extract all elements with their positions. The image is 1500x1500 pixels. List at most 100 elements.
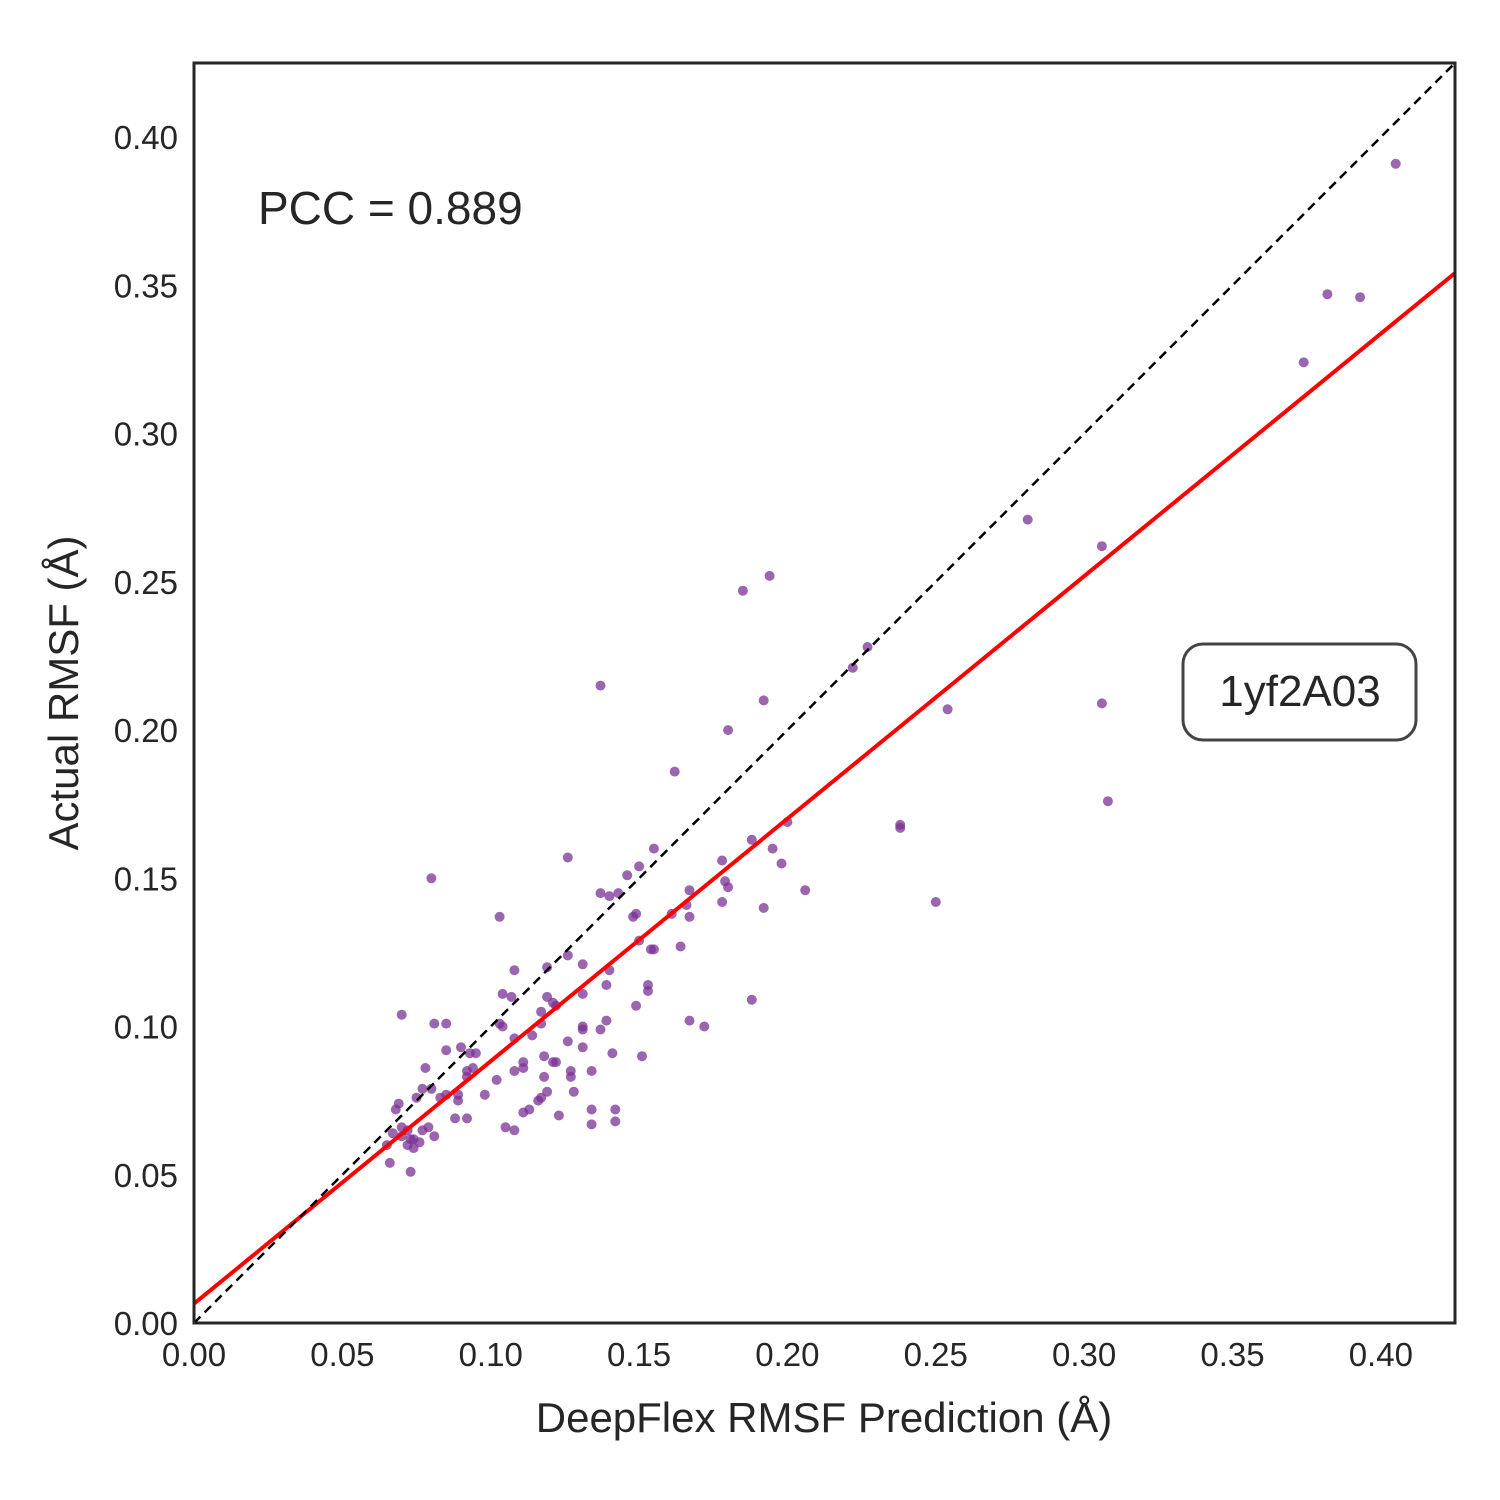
x-tick-label: 0.25 — [904, 1336, 968, 1373]
data-point — [746, 994, 757, 1005]
data-point — [450, 1113, 461, 1124]
data-point — [1390, 158, 1401, 169]
data-point — [684, 1015, 695, 1026]
data-point — [441, 1018, 452, 1029]
data-point — [411, 1092, 422, 1103]
data-point — [601, 1015, 612, 1026]
data-point — [1322, 289, 1333, 300]
data-point — [586, 1104, 597, 1115]
data-point — [542, 991, 553, 1002]
x-tick-label: 0.20 — [755, 1336, 819, 1373]
plot-area — [192, 62, 1457, 1324]
data-point — [464, 1048, 475, 1059]
data-point — [396, 1009, 407, 1020]
data-point — [577, 959, 588, 970]
data-point — [595, 680, 606, 691]
regression-line — [192, 271, 1457, 1306]
data-point — [518, 1063, 529, 1073]
data-point — [607, 1048, 618, 1059]
y-tick-label: 0.15 — [114, 860, 178, 897]
data-point — [429, 1018, 440, 1029]
y-tick-label: 0.35 — [114, 267, 178, 304]
data-point — [758, 695, 769, 706]
data-point — [684, 885, 695, 896]
data-point — [527, 1030, 538, 1041]
y-tick-label: 0.40 — [114, 119, 178, 156]
data-point — [417, 1083, 428, 1094]
data-point — [542, 962, 553, 973]
data-point — [577, 1042, 588, 1053]
data-point — [622, 870, 633, 881]
data-point — [1298, 357, 1309, 368]
y-tick-label: 0.05 — [114, 1157, 178, 1194]
identity-line — [193, 62, 1456, 1324]
data-point — [1355, 292, 1366, 303]
data-point — [568, 1086, 579, 1097]
data-point — [577, 1024, 588, 1035]
x-tick-label: 0.15 — [607, 1336, 671, 1373]
y-axis-label: Actual RMSF (Å) — [40, 535, 87, 850]
data-point — [456, 1042, 466, 1053]
data-point — [717, 897, 728, 907]
data-point — [518, 1107, 529, 1118]
data-point — [553, 1110, 564, 1121]
data-point — [764, 570, 775, 581]
data-point — [497, 988, 508, 999]
data-point — [533, 1095, 544, 1106]
data-point — [1022, 514, 1033, 525]
data-point — [417, 1125, 428, 1136]
data-point — [717, 855, 728, 866]
data-point — [506, 991, 517, 1002]
data-point — [405, 1166, 416, 1177]
y-axis-ticks: 0.00 0.05 0.10 0.15 0.20 0.25 0.30 0.35 0.40 — [114, 119, 178, 1342]
data-point — [610, 1104, 621, 1115]
data-point — [426, 1083, 437, 1094]
protein-id-box — [1181, 642, 1418, 742]
data-point — [610, 1116, 621, 1127]
data-point — [562, 950, 573, 961]
data-point — [675, 941, 686, 952]
data-point — [426, 873, 437, 884]
data-point — [577, 988, 588, 999]
data-point — [479, 1089, 490, 1100]
data-point — [453, 1095, 464, 1106]
data-point — [539, 1071, 550, 1082]
data-point — [1096, 698, 1107, 709]
x-tick-label: 0.30 — [1052, 1336, 1116, 1373]
data-point — [565, 1071, 576, 1082]
data-point — [631, 1000, 642, 1011]
y-tick-label: 0.10 — [114, 1009, 178, 1046]
plot-frame — [192, 61, 1457, 1325]
data-point — [494, 911, 505, 922]
data-point — [628, 911, 639, 922]
data-point — [393, 1098, 404, 1109]
data-point — [1102, 796, 1113, 807]
data-point — [684, 911, 695, 922]
data-point — [648, 843, 659, 854]
data-point — [800, 885, 811, 896]
data-point — [462, 1113, 472, 1124]
data-point — [509, 1066, 520, 1076]
protein-id-label: 1yf2A03 — [1219, 667, 1380, 716]
data-point — [643, 986, 653, 996]
data-point — [737, 585, 748, 596]
data-point — [637, 1051, 647, 1062]
x-tick-label: 0.05 — [310, 1336, 374, 1373]
data-point — [767, 843, 778, 854]
data-point — [634, 861, 645, 872]
data-point — [429, 1131, 440, 1142]
data-point — [895, 819, 906, 830]
pcc-annotation: PCC = 0.889 — [258, 182, 523, 234]
y-tick-label: 0.30 — [114, 416, 178, 453]
data-point — [862, 642, 873, 652]
data-point — [604, 891, 615, 902]
data-point — [1096, 541, 1107, 552]
data-point — [536, 1006, 547, 1017]
data-point — [645, 944, 656, 955]
data-point — [441, 1045, 452, 1056]
data-point — [562, 1036, 573, 1047]
data-point — [595, 1024, 606, 1035]
data-point — [384, 1157, 395, 1168]
data-point — [551, 1057, 561, 1068]
